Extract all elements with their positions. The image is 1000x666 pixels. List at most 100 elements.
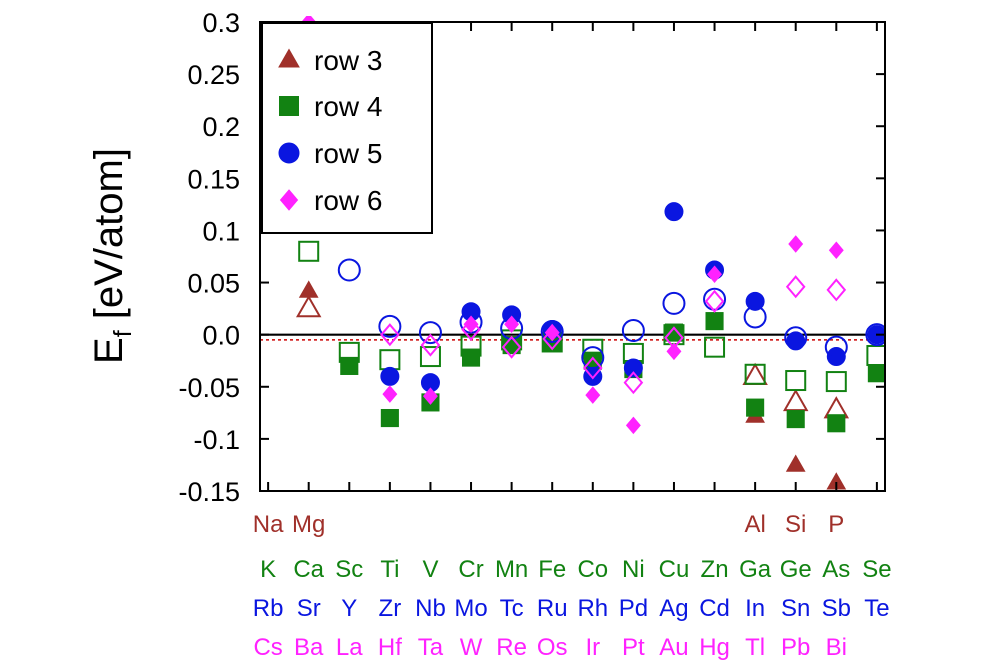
element-label: Ti xyxy=(380,556,399,583)
triangle-marker xyxy=(785,454,806,472)
circle-marker xyxy=(824,335,848,359)
diamond-marker xyxy=(542,327,563,351)
square-marker xyxy=(279,96,299,116)
element-label: Zn xyxy=(701,556,729,583)
square-marker xyxy=(705,312,724,331)
diamond-marker xyxy=(585,386,601,404)
element-label: Tl xyxy=(745,634,765,661)
diamond-marker xyxy=(664,326,684,350)
legend-item: row 6 xyxy=(279,185,382,216)
square-marker xyxy=(867,364,885,383)
diamond-marker xyxy=(382,385,398,403)
y-tick-label: -0.1 xyxy=(193,425,240,455)
circle-marker xyxy=(581,346,605,370)
y-tick-label: 0.0 xyxy=(202,321,240,351)
element-label: Rh xyxy=(577,595,608,622)
element-label: Au xyxy=(659,634,688,661)
y-tick-label: 0.1 xyxy=(202,216,240,246)
circle-marker xyxy=(743,305,767,329)
element-label: Os xyxy=(537,634,568,661)
element-label: Cu xyxy=(659,556,690,583)
element-label: Al xyxy=(744,511,765,538)
element-label: La xyxy=(336,634,363,661)
y-tick-label: 0.15 xyxy=(187,164,240,194)
square-marker xyxy=(827,414,846,433)
element-label: Co xyxy=(577,556,608,583)
element-label: Ga xyxy=(739,556,772,583)
circle-marker xyxy=(826,347,846,367)
diamond-marker xyxy=(788,235,804,253)
legend-label: row 3 xyxy=(314,45,382,76)
square-marker xyxy=(298,240,320,262)
square-marker xyxy=(380,408,399,428)
element-label: Se xyxy=(862,556,891,583)
diamond-marker xyxy=(463,315,479,334)
y-tick-label: 0.2 xyxy=(202,112,240,142)
element-labels: Na Mg Al Si P K Ca Sc Ti V Cr Mn Fe Co Ni Cu Zn Ga Ge As Se R… xyxy=(253,511,892,661)
element-label: Sn xyxy=(781,595,810,622)
legend-label: row 5 xyxy=(314,138,382,169)
triangle-marker xyxy=(278,48,300,68)
square-marker xyxy=(340,356,359,375)
square-marker xyxy=(461,348,481,367)
element-label: Cr xyxy=(458,556,483,583)
element-label: Pb xyxy=(781,634,810,661)
element-label: In xyxy=(745,595,765,622)
circle-marker xyxy=(278,142,300,164)
square-marker xyxy=(419,346,441,368)
legend: row 3 row 4 row 5 row 6 xyxy=(261,22,433,234)
element-label: Nb xyxy=(415,595,446,622)
element-label: Y xyxy=(341,595,357,622)
legend-label: row 6 xyxy=(314,185,382,216)
circle-marker xyxy=(621,318,645,342)
diamond-marker xyxy=(461,317,481,341)
element-label: Ru xyxy=(537,595,568,622)
square-marker xyxy=(744,363,766,385)
element-label: Ca xyxy=(293,556,324,583)
square-marker xyxy=(825,371,847,393)
element-label: Ir xyxy=(585,634,600,661)
circle-marker xyxy=(784,326,808,350)
element-label: Te xyxy=(864,595,889,622)
element-label: Mg xyxy=(292,511,325,538)
diamond-marker xyxy=(422,387,438,405)
y-tick-label: 0.25 xyxy=(187,60,240,90)
element-label: Bi xyxy=(826,634,847,661)
diamond-marker xyxy=(544,323,560,342)
circle-marker xyxy=(378,314,402,338)
element-label: Ge xyxy=(780,556,812,583)
y-axis-label: Ef [eV/atom] xyxy=(87,148,137,364)
element-label: Hg xyxy=(699,634,730,661)
triangle-marker xyxy=(298,280,319,298)
element-label: Mo xyxy=(454,595,487,622)
element-label: Tc xyxy=(500,595,524,622)
legend-item: row 4 xyxy=(279,91,382,122)
element-label: Sb xyxy=(822,595,851,622)
element-label: Ba xyxy=(294,634,324,661)
diamond-marker xyxy=(826,278,847,302)
y-axis-title: Ef [eV/atom] xyxy=(87,148,137,364)
element-label: Cs xyxy=(253,634,282,661)
element-label: K xyxy=(260,556,276,583)
square-marker xyxy=(704,336,726,358)
circle-marker xyxy=(786,331,806,351)
diamond-marker xyxy=(707,265,723,283)
diamond-marker xyxy=(704,289,725,313)
element-label: Hf xyxy=(378,634,402,661)
element-label: Re xyxy=(496,634,527,661)
triangle-marker xyxy=(742,362,768,386)
square-marker xyxy=(746,398,765,417)
element-label: V xyxy=(422,556,438,583)
element-label: Mn xyxy=(495,556,528,583)
diamond-marker xyxy=(623,371,644,395)
circle-marker xyxy=(540,320,564,344)
square-marker xyxy=(785,370,807,392)
circle-marker xyxy=(662,291,686,315)
element-label: W xyxy=(460,634,483,661)
y-tick-label: 0.3 xyxy=(202,8,240,38)
triangle-marker xyxy=(295,295,322,318)
diamond-marker xyxy=(785,275,806,299)
diamond-marker xyxy=(504,315,520,334)
element-label: Fe xyxy=(538,556,566,583)
